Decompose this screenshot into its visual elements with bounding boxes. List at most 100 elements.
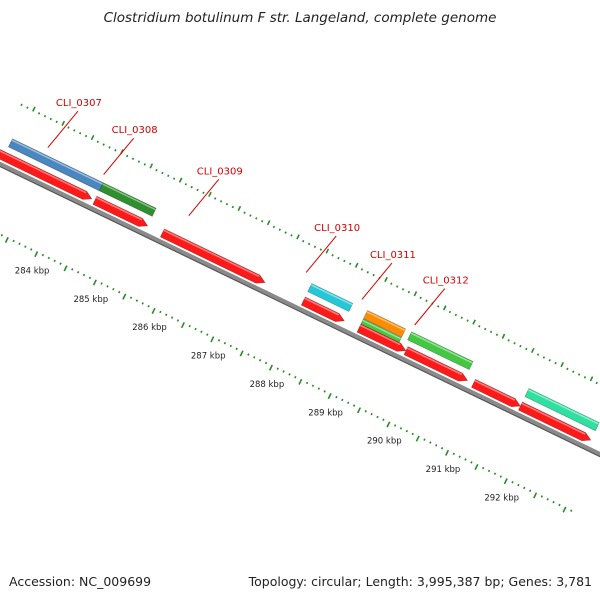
- inner-tick: [88, 276, 92, 280]
- feature-highlight: [527, 389, 599, 425]
- scale-label: 289 kbp: [308, 408, 343, 418]
- feature-2: [99, 182, 157, 217]
- feature-4: [363, 310, 407, 338]
- leader-line: [47, 110, 79, 148]
- outer-tick: [196, 188, 199, 192]
- feature-highlight: [0, 150, 87, 194]
- inner-tick: [217, 339, 221, 342]
- outer-tick: [167, 174, 170, 178]
- inner-tick: [517, 483, 520, 487]
- inner-tick: [386, 421, 391, 428]
- outer-tick: [501, 333, 506, 339]
- inner-tick: [253, 356, 256, 359]
- outer-tick: [131, 157, 135, 161]
- outer-tick: [425, 299, 428, 302]
- gene-label-cli_0308: CLI_0308: [103, 125, 158, 175]
- feature-12: [356, 323, 407, 352]
- feature-14: [471, 378, 521, 408]
- outer-tick: [231, 205, 234, 209]
- gene-label-cli_0311: CLI_0311: [361, 250, 416, 300]
- outer-tick: [219, 200, 223, 203]
- outer-tick: [161, 171, 164, 175]
- feature-highlight: [304, 297, 339, 316]
- outer-tick: [55, 120, 58, 124]
- feature-13: [403, 346, 469, 382]
- outer-tick: [125, 154, 129, 158]
- inner-tick: [347, 401, 350, 405]
- inner-tick: [18, 242, 21, 246]
- feature-highlight: [11, 139, 103, 185]
- outer-tick: [513, 342, 516, 345]
- inner-tick: [4, 236, 9, 243]
- outer-tick: [407, 290, 411, 294]
- inner-tick: [239, 350, 244, 357]
- feature-6: [524, 388, 600, 432]
- outer-tick: [577, 373, 581, 376]
- outer-tick: [26, 106, 29, 109]
- gene-label-layer: CLI_0307 CLI_0308 CLI_0309 CLI_0310 CLI_0311…: [47, 98, 469, 326]
- inner-tick: [141, 302, 144, 305]
- inner-tick: [558, 503, 561, 507]
- outer-tick: [525, 347, 528, 351]
- inner-tick: [552, 500, 555, 504]
- outer-tick: [319, 248, 322, 251]
- inner-tick: [210, 336, 215, 343]
- inner-tick: [165, 313, 168, 317]
- inner-tick: [528, 489, 532, 493]
- inner-tick: [30, 248, 33, 251]
- inner-tick: [264, 361, 268, 365]
- inner-tick: [247, 353, 250, 356]
- feature-highlight: [102, 183, 156, 211]
- inner-tick: [370, 412, 373, 416]
- scale-label: 288 kbp: [250, 380, 285, 390]
- inner-tick: [135, 299, 139, 302]
- outer-tick: [560, 362, 564, 368]
- outer-tick: [243, 211, 246, 214]
- outer-tick: [349, 262, 352, 266]
- outer-tick: [260, 219, 264, 223]
- inner-tick: [188, 324, 191, 328]
- outer-tick: [61, 120, 66, 126]
- feature-highlight: [406, 347, 463, 376]
- inner-tick: [47, 256, 50, 260]
- gene-label-text: CLI_0309: [197, 166, 243, 177]
- inner-tick: [546, 498, 549, 501]
- outer-tick: [437, 305, 440, 308]
- inner-tick: [323, 390, 326, 393]
- inner-tick: [440, 446, 444, 450]
- inner-tick: [405, 429, 409, 433]
- outer-tick: [554, 361, 557, 365]
- outer-tick: [390, 282, 393, 285]
- inner-tick: [194, 327, 197, 331]
- feature-body: [159, 228, 266, 284]
- inner-tick: [71, 268, 74, 271]
- gene-label-text: CLI_0307: [56, 98, 102, 109]
- outer-tick: [572, 370, 575, 373]
- outer-tick: [296, 234, 300, 240]
- gene-label-text: CLI_0308: [112, 125, 158, 136]
- inner-tick: [268, 364, 274, 371]
- outer-tick: [595, 381, 598, 385]
- inner-tick: [282, 370, 285, 373]
- outer-tick: [73, 129, 76, 132]
- outer-tick: [495, 333, 499, 337]
- leader-line: [361, 262, 393, 300]
- inner-tick: [106, 285, 109, 288]
- outer-tick: [307, 242, 311, 246]
- inner-tick: [0, 234, 4, 237]
- scale-label: 287 kbp: [191, 352, 226, 362]
- inner-tick: [511, 481, 514, 484]
- inner-tick: [294, 375, 297, 379]
- outer-tick: [155, 168, 158, 172]
- feature-5: [407, 331, 474, 371]
- scale-label: 285 kbp: [73, 295, 108, 305]
- gene-label-cli_0307: CLI_0307: [47, 98, 102, 148]
- outer-tick: [442, 305, 447, 311]
- inner-tick: [41, 253, 45, 257]
- outer-tick: [489, 330, 493, 334]
- outer-tick: [354, 262, 359, 268]
- outer-tick: [542, 356, 546, 359]
- outer-tick: [472, 319, 476, 325]
- feature-highlight: [410, 332, 473, 364]
- inner-tick: [464, 458, 467, 461]
